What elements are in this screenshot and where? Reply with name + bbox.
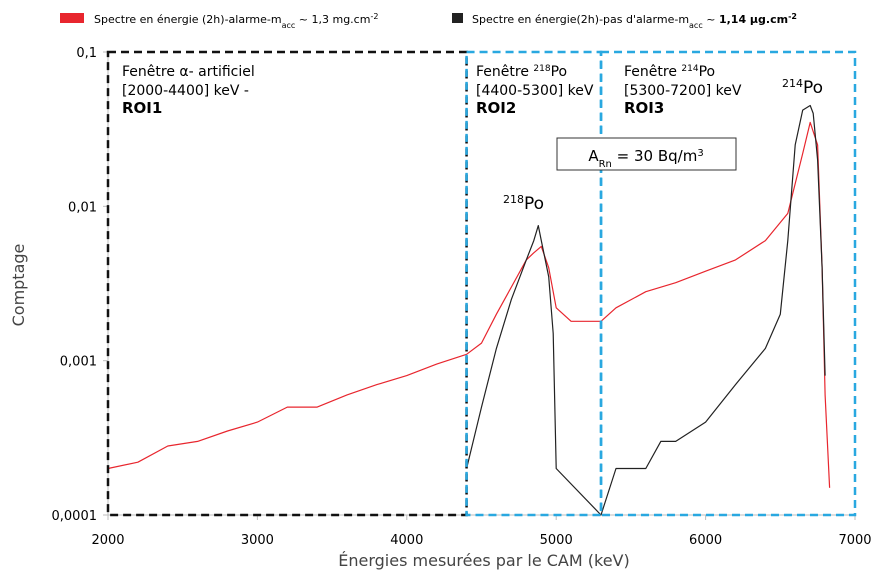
roi2-name: ROI2	[476, 99, 516, 117]
x-tick-label: 2000	[91, 533, 124, 548]
activity-label: ARn = 30 Bq/m3	[588, 147, 703, 170]
legend-swatch-alarm	[60, 13, 84, 23]
series-line-alarm	[107, 121, 831, 488]
y-tick-label: 0,0001	[52, 509, 98, 524]
roi1-label: Fenêtre α- artificiel	[122, 64, 255, 80]
legend-label-no-alarm: Spectre en énergie(2h)-pas d'alarme-macc…	[472, 12, 797, 30]
peak-218-label: 218Po	[503, 193, 544, 215]
y-axis-label: Comptage	[9, 244, 28, 327]
legend-label-alarm: Spectre en énergie (2h)-alarme-macc ~ 1,…	[94, 12, 378, 30]
roi2-range: [4400-5300] keV	[476, 83, 594, 99]
roi3-box	[599, 50, 857, 517]
roi2-label: Fenêtre 218Po	[476, 64, 567, 80]
roi3-name: ROI3	[624, 99, 664, 117]
x-tick-label: 3000	[241, 533, 274, 548]
roi3-range: [5300-7200] keV	[624, 83, 742, 99]
roi1-range: [2000-4400] keV -	[122, 83, 249, 99]
roi2-box	[465, 50, 603, 517]
y-tick-label: 0,1	[76, 46, 97, 61]
x-tick-label: 4000	[390, 533, 423, 548]
roi1-box	[106, 50, 468, 517]
x-axis-label: Énergies mesurées par le CAM (keV)	[338, 551, 629, 570]
x-tick-label: 7000	[838, 533, 871, 548]
roi1-name: ROI1	[122, 99, 162, 117]
activity-box	[556, 137, 737, 171]
x-tick-label: 5000	[540, 533, 573, 548]
x-tick-label: 6000	[689, 533, 722, 548]
roi3-label: Fenêtre 214Po	[624, 64, 715, 80]
y-tick-label: 0,01	[68, 200, 97, 215]
y-tick-label: 0,001	[60, 355, 97, 370]
legend: Spectre en énergie (2h)-alarme-macc ~ 1,…	[60, 12, 797, 30]
legend-swatch-no-alarm	[452, 13, 463, 23]
series-line-no-alarm	[466, 104, 826, 516]
peak-214-label: 214Po	[782, 77, 823, 99]
